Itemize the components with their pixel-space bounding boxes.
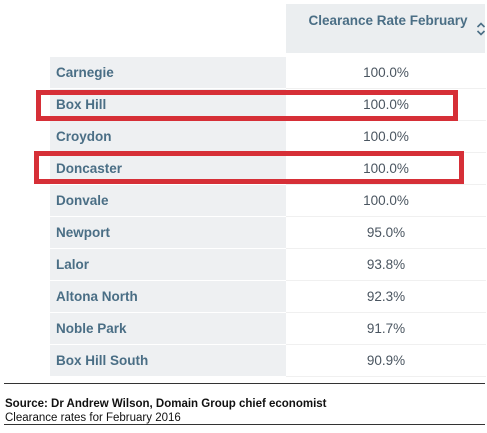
suburb-name: Lalor [50,249,286,281]
suburb-name: Carnegie [50,57,286,89]
table-row: Donvale 100.0% [50,185,486,217]
clearance-rate-value: 100.0% [286,57,486,89]
footer-divider-bottom [4,424,485,425]
clearance-rate-value: 100.0% [286,153,486,185]
table-row: Carnegie 100.0% [50,57,486,89]
clearance-rate-value: 95.0% [286,217,486,249]
clearance-rate-value: 90.9% [286,345,486,377]
clearance-rate-value: 93.8% [286,249,486,281]
table-row: Box Hill South 90.9% [50,345,486,377]
suburb-name: Altona North [50,281,286,313]
table-row: Newport 95.0% [50,217,486,249]
table-row: Altona North 92.3% [50,281,486,313]
clearance-rate-value: 100.0% [286,121,486,153]
highlight-box-hill [36,90,458,121]
column-header-label: Clearance Rate February [308,13,468,28]
footer-divider-top [4,383,485,384]
suburb-name: Croydon [50,121,286,153]
date-note: Clearance rates for February 2016 [5,412,181,424]
column-header-clearance-rate[interactable]: Clearance Rate February [286,4,486,53]
suburb-name: Box Hill South [50,345,286,377]
table-row: Noble Park 91.7% [50,313,486,345]
table-row: Croydon 100.0% [50,121,486,153]
clearance-rate-value: 100.0% [286,185,486,217]
suburb-name: Noble Park [50,313,286,345]
suburb-name: Newport [50,217,286,249]
highlight-doncaster [34,151,464,184]
source-note: Source: Dr Andrew Wilson, Domain Group c… [5,398,327,410]
clearance-rate-value: 91.7% [286,313,486,345]
sort-updown-icon[interactable] [476,21,486,37]
table-row: Lalor 93.8% [50,249,486,281]
suburb-name: Donvale [50,185,286,217]
clearance-rate-value: 92.3% [286,281,486,313]
